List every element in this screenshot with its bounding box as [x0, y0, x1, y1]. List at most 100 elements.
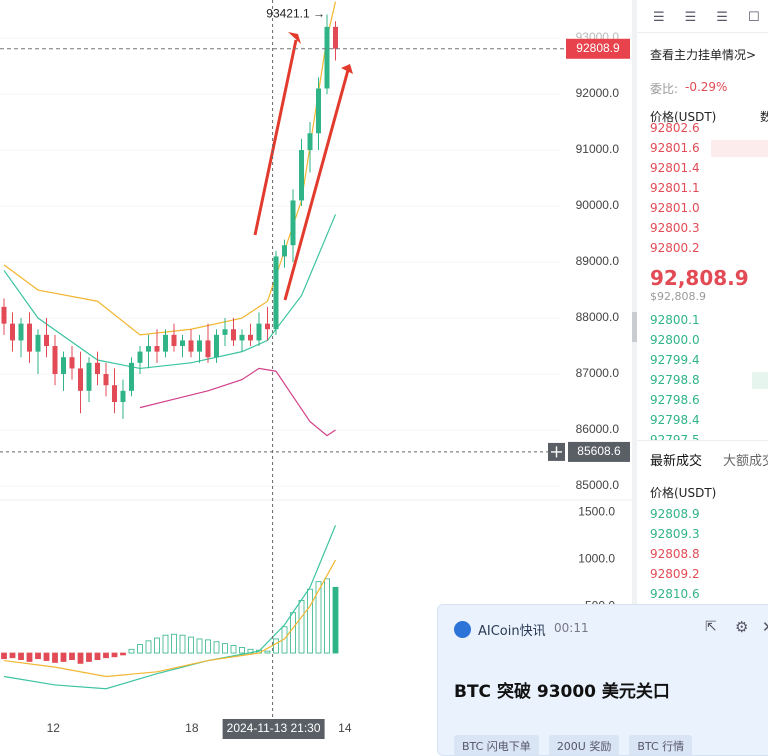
settings-button[interactable]: ⚙	[735, 618, 749, 636]
indicator-line	[139, 367, 336, 437]
crosshair-time-tag	[222, 719, 325, 739]
ask-price: 92800.2	[650, 241, 700, 255]
ask-price: 92801.6	[650, 141, 700, 155]
y-tick-label: 85000.0	[576, 478, 620, 492]
notification[interactable]: AICoin快讯 00:11 ⇱ ⚙ ✕ BTC 突破 93000 美元关口 B…	[437, 604, 768, 756]
histogram-bar	[171, 633, 177, 654]
arrow	[253, 39, 298, 236]
x-tick-label: 12	[47, 721, 61, 735]
open-button[interactable]: ⇱	[705, 619, 717, 635]
ratio-label: 委比:	[650, 82, 679, 96]
chart: 85000.0 86000.0 87000.0 88000.0 89000.0 90000…	[0, 0, 632, 739]
arrow	[283, 69, 350, 301]
histogram-bar	[179, 634, 186, 654]
candle-body	[282, 245, 287, 257]
histogram-bar	[145, 640, 152, 654]
candle-body	[265, 323, 270, 330]
bid-price: 92798.4	[650, 413, 700, 427]
candle-body	[256, 323, 262, 341]
candle-body	[95, 362, 100, 375]
candle-body	[273, 256, 279, 330]
bid-price: 92798.8	[650, 373, 700, 387]
histogram-bar	[298, 600, 305, 654]
trades-tab[interactable]: 最新成交	[650, 454, 703, 469]
ask-price: 92801.0	[650, 201, 700, 215]
candle-body	[120, 390, 126, 403]
x-tick-label: 18	[185, 721, 199, 735]
candle-body	[86, 362, 92, 391]
qty-header: 数	[760, 110, 768, 124]
tab-bg	[637, 440, 768, 477]
trades-tab[interactable]: 大额成交	[723, 454, 768, 469]
view-icons[interactable]: ☰☰☰☐	[653, 10, 768, 25]
histogram-bar	[264, 650, 271, 654]
candle-body	[188, 340, 194, 352]
y-tick-label: 1000.0	[578, 551, 615, 565]
ask-price: 92801.1	[650, 181, 700, 195]
histogram-bar	[290, 612, 296, 654]
ask-price: 92801.4	[650, 161, 700, 175]
divider[interactable]	[632, 0, 637, 746]
arrow-head	[288, 32, 301, 44]
plus-icon	[551, 446, 562, 458]
candle-body	[324, 26, 330, 89]
y-tick-label: 91000.0	[576, 142, 620, 156]
histogram-bar	[332, 586, 339, 654]
candle-body	[205, 340, 211, 358]
mid-price: 92,808.9	[650, 266, 749, 290]
histogram-bar	[103, 652, 109, 659]
candle-body	[299, 150, 304, 201]
notification-time: 00:11	[554, 621, 589, 635]
histogram-bar	[120, 652, 126, 656]
trade-price: 92808.9	[650, 507, 700, 521]
histogram-bar	[162, 634, 169, 654]
candle-body	[222, 329, 228, 335]
candle-body	[18, 323, 24, 341]
histogram-bar	[307, 588, 313, 654]
trade-price: 92809.3	[650, 527, 700, 541]
candle-body	[316, 88, 321, 134]
trade-price: 92809.2	[650, 567, 700, 581]
histogram-bar	[60, 652, 67, 662]
order-book-panel: ☰☰☰☐ 查看主力挂单情况> 委比: -0.29% 价格(USDT) 数 92802.6 9…	[637, 0, 768, 746]
y-tick-label: 92000.0	[576, 86, 620, 100]
candle-body	[112, 385, 117, 403]
candle-body	[239, 334, 245, 341]
bid-price: 92800.0	[650, 333, 700, 347]
histogram-bar	[230, 645, 237, 654]
notification-source: AICoin快讯	[478, 624, 546, 639]
y-tick-label: 88000.0	[576, 310, 620, 324]
indicator-line	[3, 1, 337, 336]
close-button[interactable]: ✕	[762, 618, 768, 636]
high-marker: 93421.1 →	[266, 7, 325, 21]
histogram-bar	[324, 578, 330, 654]
candle-body	[197, 340, 202, 352]
histogram-bar	[35, 652, 41, 660]
indicator-line	[3, 525, 337, 690]
price-header: 价格(USDT)	[650, 110, 717, 124]
candle-body	[61, 357, 66, 375]
histogram-bar	[9, 652, 16, 659]
last-price-label: 92808.9	[576, 41, 620, 55]
notification-title: BTC 突破 93000 美元关口	[454, 682, 670, 702]
candle-body	[333, 26, 338, 49]
y-tick-label: 90000.0	[576, 198, 620, 212]
candle-body	[69, 357, 75, 369]
histogram-bar	[94, 652, 101, 661]
candle-body	[154, 346, 160, 352]
crosshair-time: 2024-11-13 21:30	[227, 721, 321, 735]
candle-body	[27, 323, 32, 352]
histogram-bar	[205, 639, 211, 654]
main-orders-link[interactable]: 查看主力挂单情况>	[650, 48, 757, 62]
histogram-bar	[196, 638, 203, 654]
indicator-line	[3, 559, 337, 678]
mid-usd: $92,808.9	[650, 290, 706, 303]
histogram-bar	[111, 652, 118, 658]
bid-price: 92798.6	[650, 393, 700, 407]
histogram-bar	[52, 652, 58, 663]
bid-price: 92800.1	[650, 313, 700, 327]
trades-price-header: 价格(USDT)	[650, 486, 717, 500]
indicator-line	[3, 214, 337, 370]
candle-body	[146, 346, 151, 352]
histogram-bar	[69, 652, 75, 661]
